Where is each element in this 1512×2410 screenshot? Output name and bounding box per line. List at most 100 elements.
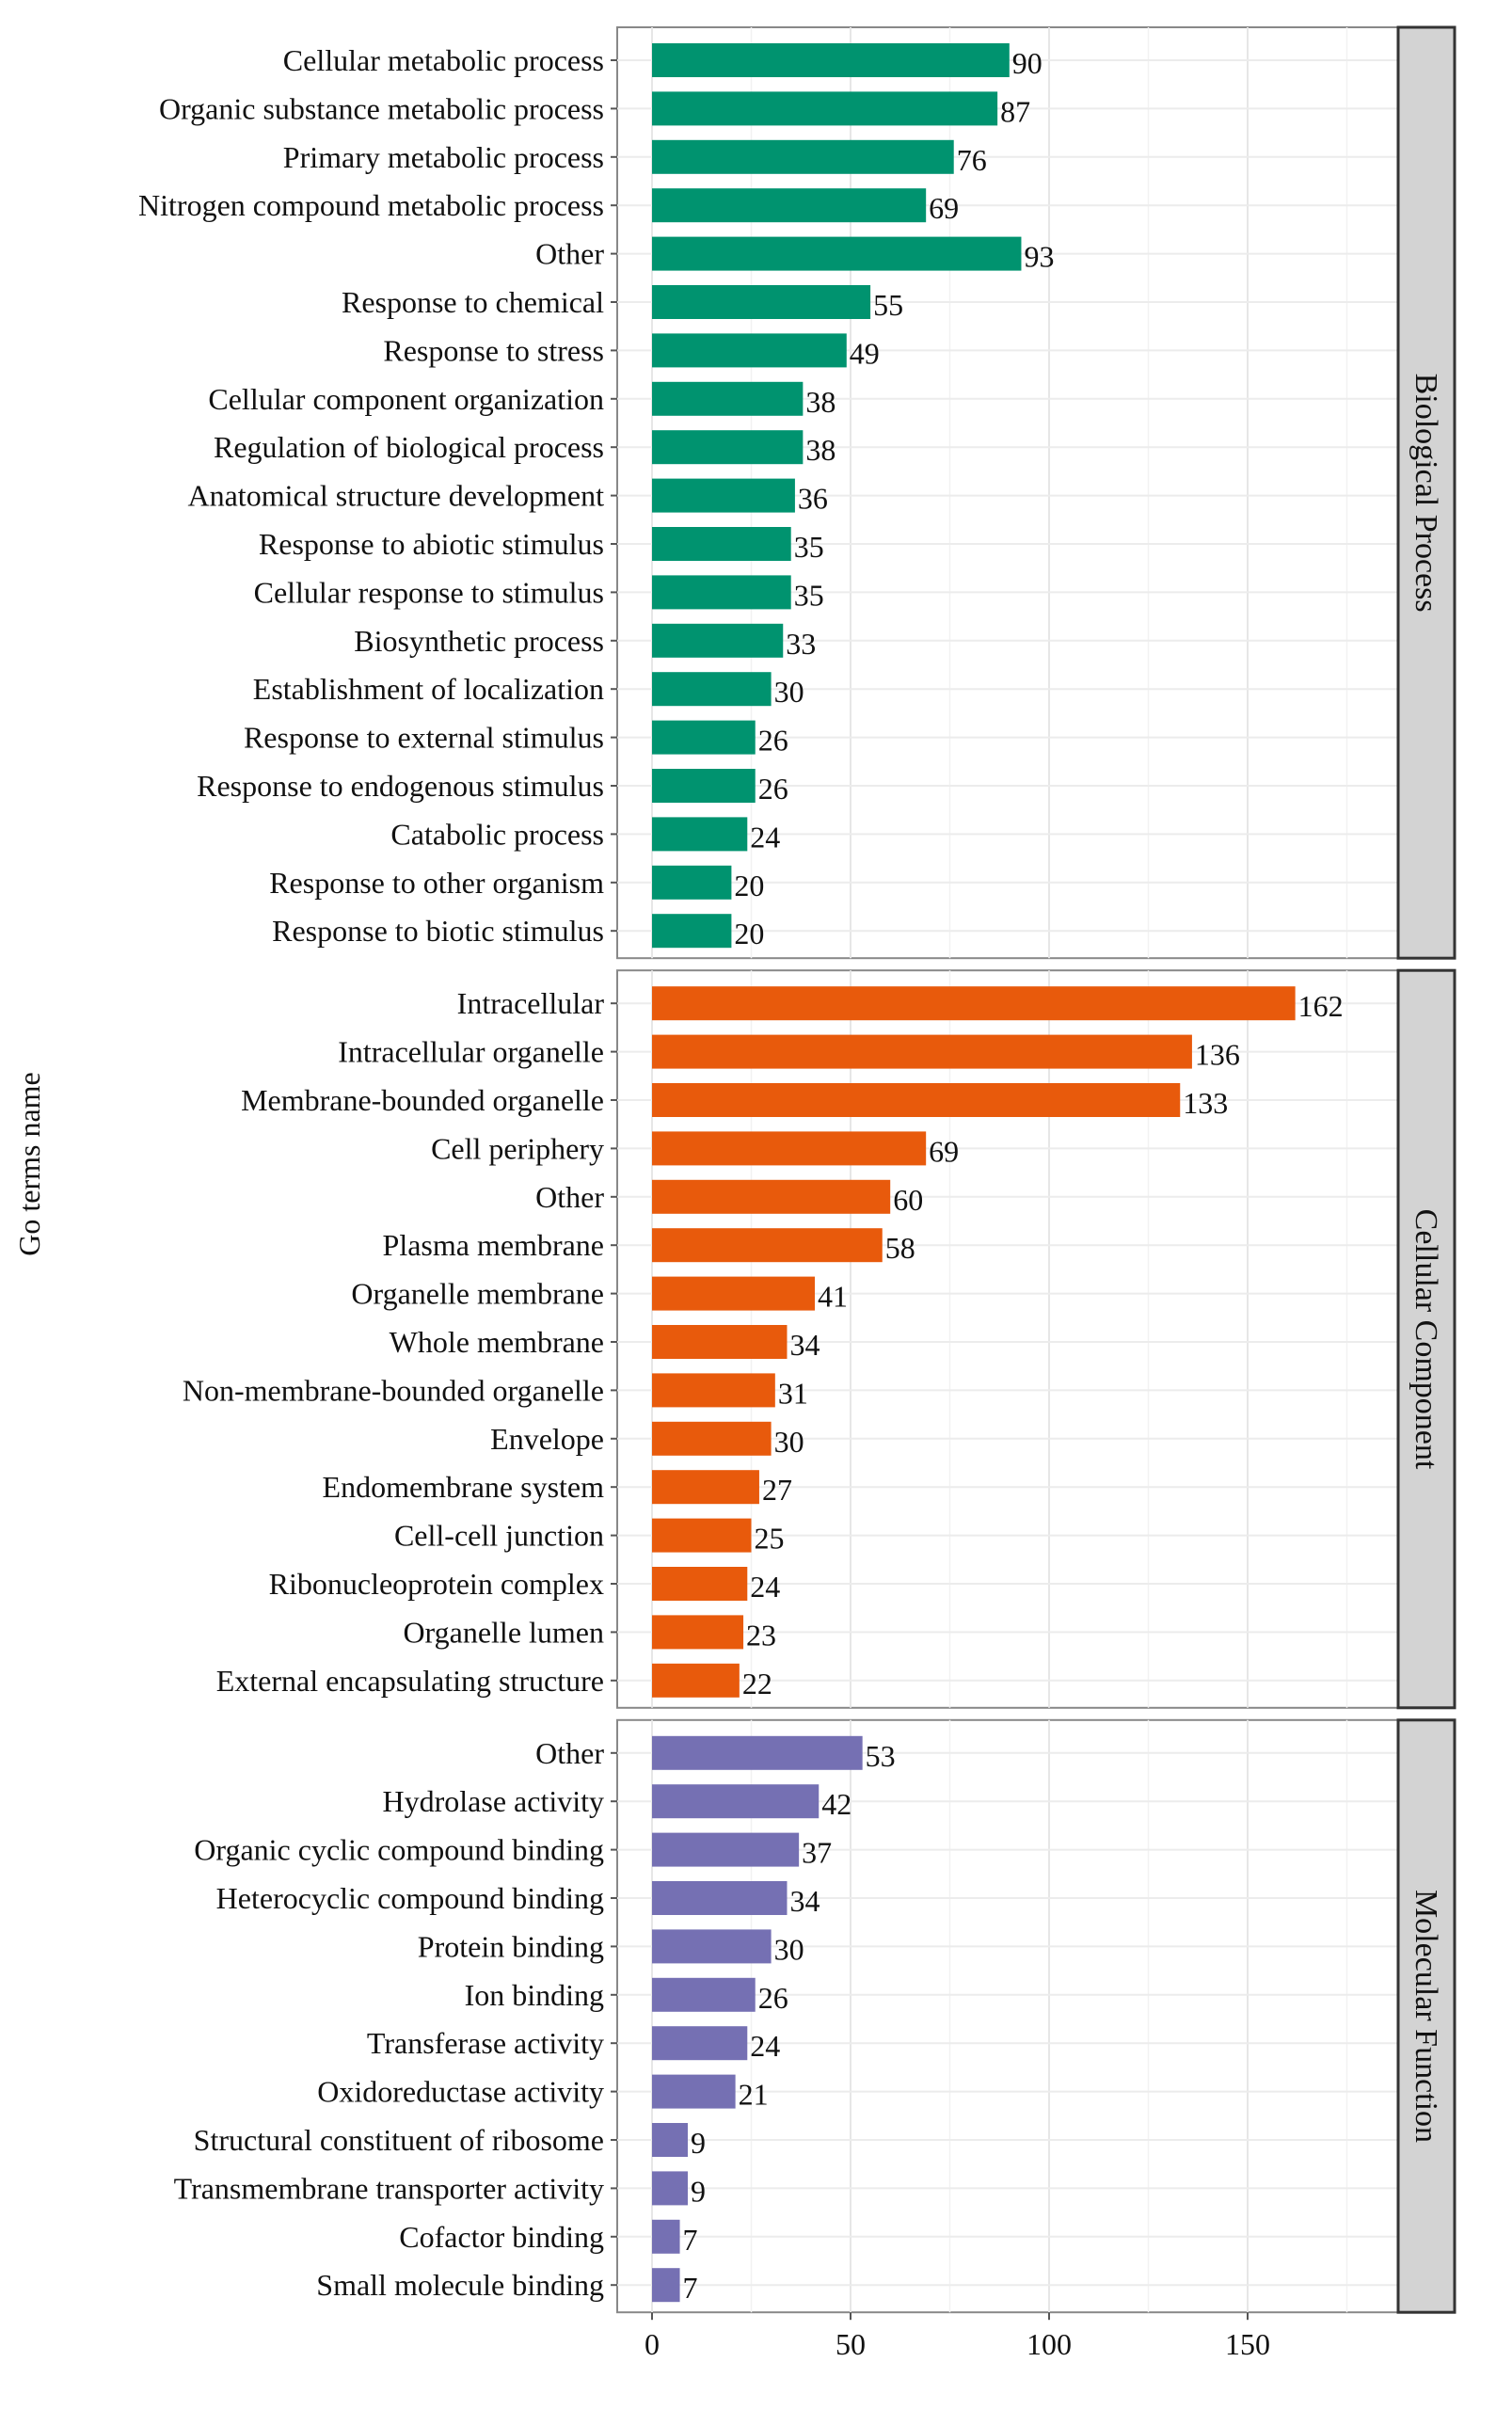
category-label: Non-membrane-bounded organelle — [183, 1373, 604, 1407]
bar — [652, 1131, 927, 1166]
x-tick-label: 50 — [836, 2327, 866, 2361]
bar — [652, 1179, 891, 1214]
bar — [652, 865, 732, 900]
value-label: 37 — [802, 1836, 832, 1870]
panel-cellular-component: Intracellular 162 Intracellular organelle 1… — [183, 968, 1456, 1710]
bar — [652, 769, 756, 803]
bar — [652, 914, 732, 949]
category-label: Organelle lumen — [403, 1615, 604, 1649]
bar — [652, 430, 804, 465]
category-label: Response to endogenous stimulus — [197, 769, 604, 803]
category-label: Response to external stimulus — [244, 721, 604, 755]
value-label: 136 — [1195, 1038, 1240, 1072]
category-label: Response to biotic stimulus — [272, 914, 604, 948]
category-label: Regulation of biological process — [214, 430, 604, 464]
category-label: Plasma membrane — [383, 1228, 604, 1262]
x-tick-label: 0 — [645, 2327, 660, 2361]
bar — [652, 478, 795, 513]
category-label: Transmembrane transporter activity — [174, 2171, 604, 2205]
bar — [652, 1034, 1192, 1069]
facet-strip-label: Cellular Component — [1409, 1209, 1443, 1470]
category-label: Oxidoreductase activity — [317, 2075, 604, 2109]
category-label: Endomembrane system — [323, 1470, 605, 1504]
category-label: Structural constituent of ribosome — [194, 2123, 604, 2157]
value-label: 25 — [755, 1522, 785, 1556]
value-label: 31 — [778, 1376, 808, 1410]
value-label: 49 — [850, 336, 880, 370]
category-label: Hydrolase activity — [383, 1784, 604, 1818]
category-label: Protein binding — [418, 1929, 604, 1963]
category-label: Ribonucleoprotein complex — [269, 1567, 604, 1601]
x-tick-label: 100 — [1027, 2327, 1072, 2361]
bar — [652, 188, 927, 223]
category-label: Nitrogen compound metabolic process — [138, 188, 604, 222]
category-label: External encapsulating structure — [216, 1664, 604, 1698]
bar — [652, 285, 871, 319]
category-label: Intracellular — [457, 986, 605, 1020]
value-label: 7 — [683, 2223, 698, 2257]
panel-background — [616, 1718, 1399, 2314]
value-label: 93 — [1024, 240, 1054, 274]
facet-strip-label: Molecular Function — [1409, 1890, 1443, 2143]
bar — [652, 1518, 752, 1553]
value-label: 20 — [734, 917, 764, 950]
category-label: Cell periphery — [431, 1131, 604, 1165]
bar — [652, 623, 784, 658]
bar — [652, 1083, 1181, 1117]
bar — [652, 333, 847, 368]
panel-biological-process: Cellular metabolic process 90 Organic subs… — [138, 25, 1456, 960]
facet-strip-label: Biological Process — [1409, 374, 1443, 613]
value-label: 33 — [786, 627, 816, 661]
category-label: Response to stress — [383, 333, 604, 367]
bar — [652, 2171, 688, 2206]
category-label: Whole membrane — [390, 1325, 604, 1359]
bar — [652, 139, 954, 174]
bar — [652, 1325, 788, 1359]
bar — [652, 1228, 883, 1263]
value-label: 24 — [750, 2029, 780, 2063]
value-label: 26 — [758, 724, 788, 758]
value-label: 27 — [762, 1473, 792, 1507]
value-label: 58 — [885, 1231, 915, 1265]
value-label: 9 — [691, 2174, 706, 2208]
bar — [652, 1832, 800, 1867]
bar — [652, 1784, 820, 1819]
y-axis-title: Go terms name — [12, 1072, 46, 1256]
value-label: 69 — [929, 1134, 959, 1168]
panel-molecular-function: Other 53 Hydrolase activity 42 Organic cycli… — [174, 1718, 1456, 2314]
category-label: Cellular metabolic process — [283, 43, 604, 77]
category-label: Ion binding — [465, 1978, 604, 2012]
bar — [652, 1663, 740, 1698]
bar — [652, 1977, 756, 2012]
category-label: Response to other organism — [269, 866, 604, 900]
value-label: 23 — [746, 1618, 776, 1652]
bar — [652, 2026, 748, 2061]
bar — [652, 2074, 736, 2109]
value-label: 35 — [794, 530, 824, 564]
value-label: 30 — [774, 675, 804, 709]
category-label: Envelope — [490, 1422, 604, 1456]
value-label: 24 — [750, 1570, 780, 1604]
category-label: Other — [535, 1736, 604, 1770]
value-label: 22 — [742, 1667, 772, 1700]
bar — [652, 91, 998, 126]
bar — [652, 1567, 748, 1601]
bar — [652, 381, 804, 416]
value-label: 34 — [789, 1328, 820, 1362]
bar — [652, 1929, 772, 1964]
bar — [652, 1615, 744, 1650]
value-label: 30 — [774, 1425, 804, 1459]
value-label: 35 — [794, 578, 824, 612]
category-label: Response to abiotic stimulus — [259, 527, 604, 561]
category-label: Cellular component organization — [208, 382, 604, 416]
bar — [652, 2219, 680, 2254]
value-label: 20 — [734, 869, 764, 902]
bar — [652, 1276, 816, 1311]
value-label: 26 — [758, 772, 788, 806]
bar — [652, 2123, 688, 2157]
value-label: 30 — [774, 1932, 804, 1966]
facet-strip — [1396, 25, 1456, 960]
value-label: 76 — [957, 143, 987, 177]
facet-strip — [1396, 968, 1456, 1710]
bar — [652, 236, 1022, 271]
